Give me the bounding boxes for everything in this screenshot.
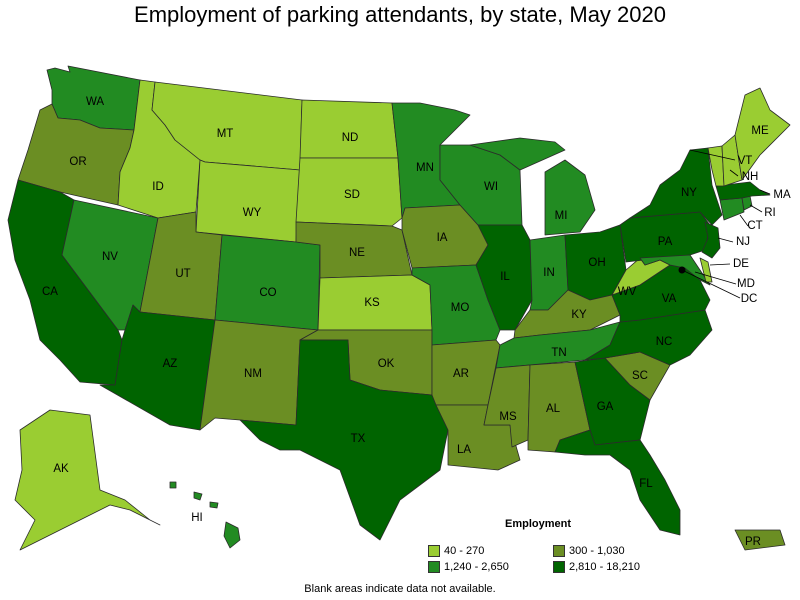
legend-label-3: 1,240 - 2,650	[444, 561, 509, 573]
label-PA: PA	[658, 236, 673, 248]
label-MT: MT	[217, 128, 234, 140]
label-MN: MN	[416, 162, 434, 174]
legend-item-1: 40 - 270	[428, 545, 484, 557]
state-NC[interactable]	[584, 309, 713, 366]
label-MO: MO	[451, 302, 470, 314]
label-AL: AL	[546, 403, 561, 415]
label-WV: WV	[618, 286, 637, 298]
legend-swatch-1	[428, 545, 440, 557]
label-DC: DC	[741, 293, 758, 305]
label-NY: NY	[681, 187, 697, 199]
state-CO[interactable]	[214, 234, 321, 331]
label-NM: NM	[244, 368, 262, 380]
label-KY: KY	[571, 309, 587, 321]
label-NC: NC	[656, 336, 673, 348]
label-ND: ND	[342, 132, 359, 144]
state-VT[interactable]	[707, 145, 725, 187]
state-FL[interactable]	[554, 429, 681, 536]
label-IN: IN	[543, 267, 555, 279]
label-UT: UT	[175, 268, 190, 280]
label-MA: MA	[773, 189, 791, 201]
state-SD[interactable]	[295, 157, 403, 227]
state-HI[interactable]	[169, 481, 241, 549]
label-SC: SC	[632, 370, 648, 382]
label-AR: AR	[453, 368, 469, 380]
label-GA: GA	[597, 401, 614, 413]
state-NJ[interactable]	[701, 221, 721, 259]
state-CT[interactable]	[719, 197, 745, 221]
label-MD: MD	[737, 278, 755, 290]
label-DE: DE	[733, 258, 749, 270]
label-CT: CT	[747, 220, 762, 232]
state-IL[interactable]	[475, 224, 533, 331]
label-MI: MI	[555, 210, 568, 222]
label-AZ: AZ	[163, 358, 178, 370]
legend-title: Employment	[505, 518, 572, 530]
legend-item-4: 2,810 - 18,210	[553, 561, 640, 573]
label-OK: OK	[378, 358, 395, 370]
label-VA: VA	[662, 293, 677, 305]
legend-swatch-3	[428, 561, 440, 573]
label-KS: KS	[364, 297, 380, 309]
footnote: Blank areas indicate data not available.	[304, 583, 496, 595]
legend-swatch-4	[553, 561, 565, 573]
state-AK[interactable]	[14, 409, 161, 551]
label-WA: WA	[86, 96, 104, 108]
state-ND[interactable]	[299, 99, 399, 159]
state-MI[interactable]	[469, 137, 596, 236]
label-PR: PR	[745, 536, 761, 548]
label-ME: ME	[751, 125, 769, 137]
legend-item-2: 300 - 1,030	[553, 545, 625, 557]
label-OH: OH	[588, 257, 605, 269]
label-TX: TX	[351, 433, 366, 445]
label-HI: HI	[191, 512, 203, 524]
legend-swatch-2	[553, 545, 565, 557]
label-NH: NH	[742, 171, 759, 183]
state-NY[interactable]	[629, 147, 723, 226]
state-MA[interactable]	[715, 181, 771, 201]
label-TN: TN	[551, 347, 566, 359]
legend-label-1: 40 - 270	[444, 545, 485, 557]
state-ME[interactable]	[734, 87, 791, 181]
label-RI: RI	[764, 207, 776, 219]
label-WI: WI	[484, 181, 498, 193]
label-IA: IA	[437, 232, 448, 244]
legend-item-3: 1,240 - 2,650	[428, 561, 509, 573]
label-NV: NV	[102, 251, 118, 263]
legend-label-2: 300 - 1,030	[569, 545, 625, 557]
label-IL: IL	[500, 271, 510, 283]
legend-label-4: 2,810 - 18,210	[569, 561, 640, 573]
label-WY: WY	[243, 207, 262, 219]
label-SD: SD	[344, 189, 360, 201]
label-CO: CO	[259, 287, 276, 299]
label-OR: OR	[69, 156, 86, 168]
state-WY[interactable]	[195, 159, 301, 243]
label-VT: VT	[738, 155, 753, 167]
label-leader-lines	[681, 149, 771, 299]
label-CA: CA	[42, 286, 58, 298]
label-LA: LA	[457, 444, 471, 456]
state-MD[interactable]	[639, 254, 711, 286]
label-MS: MS	[499, 411, 517, 423]
page-title: Employment of parking attendants, by sta…	[134, 2, 666, 27]
state-TX[interactable]	[239, 339, 449, 541]
label-ID: ID	[152, 181, 164, 193]
state-PR[interactable]	[734, 529, 786, 551]
label-AK: AK	[53, 463, 69, 475]
label-NE: NE	[349, 247, 365, 259]
label-NJ: NJ	[736, 236, 750, 248]
label-FL: FL	[639, 478, 653, 490]
